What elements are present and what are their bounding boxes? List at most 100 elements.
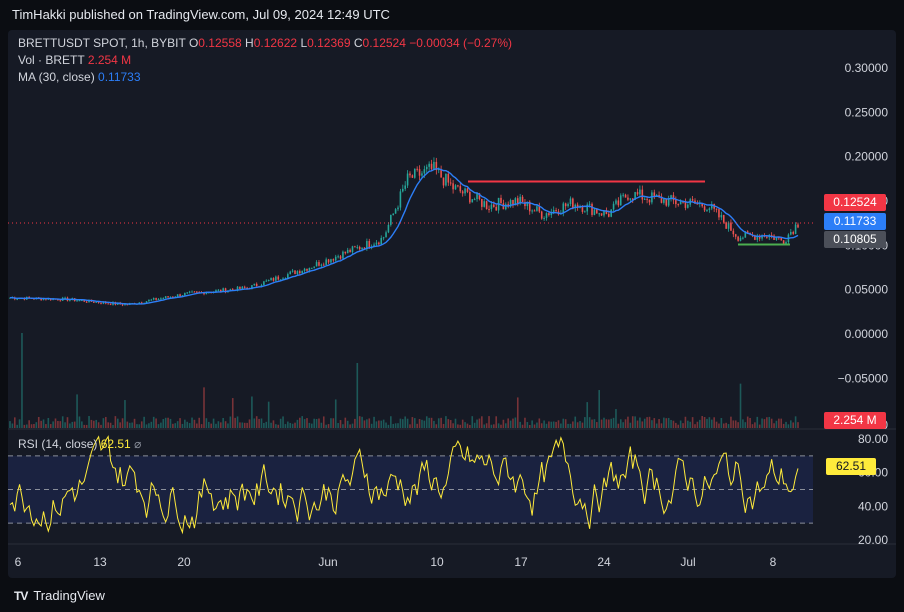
- candle-body: [64, 297, 66, 299]
- volume-bar: [105, 416, 107, 428]
- volume-bar: [114, 416, 117, 428]
- volume-bar: [380, 420, 383, 428]
- volume-bar: [653, 418, 656, 428]
- candle-body: [790, 231, 792, 235]
- volume-bar: [61, 416, 64, 428]
- volume-bar: [334, 399, 337, 428]
- candle-body: [782, 240, 785, 244]
- volume-bar: [543, 420, 545, 428]
- candle-body: [528, 201, 531, 212]
- candle-body: [516, 198, 519, 204]
- volume-bar: [263, 422, 265, 428]
- volume-label: Vol · BRETT: [18, 53, 85, 67]
- volume-bar: [57, 421, 59, 428]
- eye-icon[interactable]: ⌀: [134, 437, 142, 451]
- volume-bar: [720, 418, 723, 428]
- candle-body: [251, 285, 253, 290]
- candle-body: [722, 215, 725, 223]
- chart-panel[interactable]: 0.300000.250000.200000.150000.100000.050…: [8, 30, 896, 578]
- volume-bar: [150, 421, 153, 428]
- candle-body: [169, 296, 172, 298]
- volume-bar: [574, 416, 577, 428]
- time-tick-label: Jul: [680, 555, 695, 569]
- rsi-legend[interactable]: RSI (14, close) 62.51 ⌀: [18, 437, 141, 451]
- candle-body: [425, 166, 428, 170]
- candle-body: [322, 264, 325, 266]
- volume-bar: [45, 424, 47, 428]
- candle-body: [648, 199, 651, 203]
- candle-body: [715, 208, 718, 210]
- volume-bar: [710, 419, 713, 428]
- volume-bar: [423, 420, 426, 428]
- symbol-title[interactable]: BRETTUSDT SPOT, 1h, BYBIT: [18, 36, 186, 50]
- volume-bar: [145, 424, 148, 428]
- volume-bar: [279, 418, 282, 428]
- brand-name[interactable]: TradingView: [33, 588, 105, 603]
- volume-bar: [473, 422, 476, 428]
- candle-body: [607, 213, 610, 217]
- candle-body: [567, 203, 569, 207]
- candle-body: [756, 235, 759, 240]
- candle-body: [303, 268, 306, 271]
- volume-bar: [797, 422, 799, 428]
- candle-body: [102, 301, 105, 304]
- candle-body: [363, 247, 366, 250]
- candle-body: [543, 217, 545, 219]
- volume-bar: [572, 421, 574, 428]
- candle-body: [526, 201, 529, 207]
- ma-price-badge: 0.11733: [824, 213, 886, 230]
- volume-bar: [622, 422, 624, 428]
- candle-body: [222, 288, 224, 292]
- volume-bar: [727, 424, 730, 428]
- volume-bar: [641, 421, 644, 428]
- candle-body: [739, 237, 742, 241]
- volume-bar: [485, 423, 488, 428]
- candle-body: [471, 199, 474, 203]
- chart-canvas[interactable]: 0.300000.250000.200000.150000.100000.050…: [8, 30, 896, 578]
- candle-body: [598, 213, 601, 215]
- candle-body: [459, 186, 462, 192]
- volume-bar: [162, 419, 165, 428]
- candle-body: [287, 274, 289, 278]
- volume-bar: [255, 416, 258, 428]
- candle-body: [413, 168, 416, 178]
- volume-bar: [471, 416, 474, 428]
- volume-bar: [619, 419, 622, 428]
- volume-bar: [665, 418, 668, 428]
- candle-body: [342, 251, 344, 259]
- volume-bar: [236, 416, 239, 428]
- time-tick-label: Jun: [318, 555, 337, 569]
- volume-bar: [385, 422, 387, 428]
- candle-body: [766, 236, 768, 238]
- volume-bar: [507, 418, 509, 428]
- volume-bar: [64, 422, 66, 428]
- candle-body: [145, 301, 148, 304]
- volume-legend[interactable]: Vol · BRETT 2.254 M: [18, 53, 131, 67]
- volume-bar: [306, 418, 308, 428]
- candle-body: [167, 296, 169, 298]
- volume-bar: [584, 417, 586, 428]
- volume-bar: [411, 417, 414, 428]
- volume-bar: [277, 424, 280, 428]
- ma-legend[interactable]: MA (30, close) 0.11733: [18, 70, 141, 84]
- volume-bar: [732, 420, 735, 428]
- close-label: C: [353, 36, 363, 50]
- candle-body: [83, 300, 86, 302]
- volume-bar: [11, 423, 14, 428]
- volume-bar: [73, 421, 76, 428]
- volume-bar: [184, 419, 186, 428]
- volume-bar: [368, 418, 371, 428]
- volume-badge: 2.254 M: [824, 412, 886, 429]
- volume-bar: [219, 422, 222, 428]
- volume-bar: [493, 424, 495, 428]
- candle-body: [392, 213, 395, 215]
- candle-body: [380, 237, 383, 245]
- volume-bar: [469, 424, 471, 428]
- volume-bar: [531, 420, 533, 428]
- candle-body: [744, 231, 747, 238]
- volume-bar: [315, 418, 318, 428]
- candle-body: [603, 210, 605, 216]
- volume-bar: [119, 422, 121, 428]
- candle-body: [476, 193, 478, 200]
- volume-bar: [181, 423, 184, 428]
